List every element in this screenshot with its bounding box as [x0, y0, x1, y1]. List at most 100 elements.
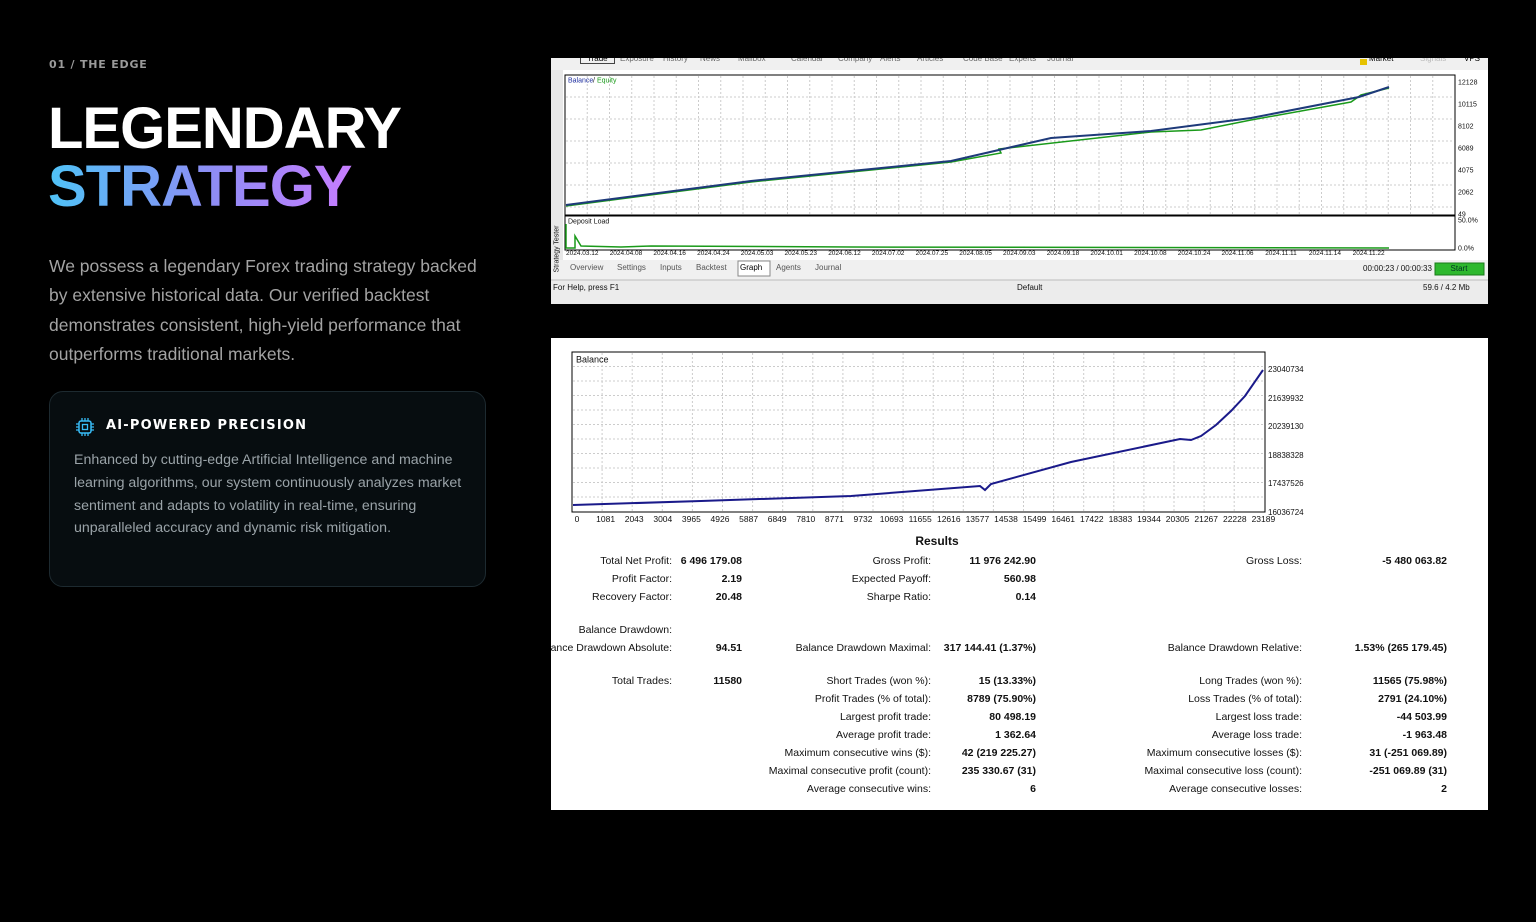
x-tick-label: 12616 — [936, 513, 961, 524]
x-tick-label: 22228 — [1222, 513, 1247, 524]
x-tick-label: 6849 — [767, 513, 787, 524]
result-label: Average profit trade: — [836, 728, 931, 741]
result-label: Average consecutive losses: — [1169, 782, 1302, 795]
result-value: 1 362.64 — [995, 728, 1036, 741]
x-tick-label: 2043 — [624, 513, 644, 524]
result-value: 2791 (24.10%) — [1378, 692, 1447, 705]
result-label: Gross Loss: — [1245, 554, 1302, 567]
result-label: Sharpe Ratio: — [866, 590, 931, 603]
top-tab: Journal — [1047, 58, 1074, 63]
result-value: 20.48 — [715, 590, 742, 603]
result-label: Loss Trades (% of total): — [1188, 692, 1302, 705]
date-label: 2024.10.08 — [1134, 249, 1167, 257]
date-label: 2024.09.03 — [1003, 249, 1036, 257]
result-label: Balance Drawdown Maximal: — [795, 641, 931, 654]
result-label: Balance Drawdown Relative: — [1167, 641, 1302, 654]
top-right-link: VPS — [1464, 58, 1481, 63]
result-value: 31 (-251 069.89) — [1369, 746, 1447, 759]
result-value: 8789 (75.90%) — [967, 692, 1036, 705]
date-label: 2024.11.22 — [1352, 249, 1385, 257]
result-label: Maximal consecutive profit (count): — [768, 764, 931, 777]
x-tick-label: 10693 — [879, 513, 904, 524]
results-title: Results — [915, 534, 959, 548]
date-label: 2024.04.24 — [697, 249, 730, 257]
x-tick-label: 11655 — [908, 513, 932, 524]
result-value: -251 069.89 (31) — [1369, 764, 1447, 777]
side-label: Strategy Tester — [553, 225, 561, 273]
result-value: 1.53% (265 179.45) — [1354, 641, 1447, 654]
y-tick-label: 10115 — [1458, 101, 1477, 109]
x-tick-label: 3965 — [681, 513, 701, 524]
feature-card: AI-POWERED PRECISION Enhanced by cutting… — [49, 391, 486, 587]
result-value: 317 144.41 (1.37%) — [943, 641, 1036, 654]
x-tick-label: 14538 — [994, 513, 1018, 524]
result-label: Largest loss trade: — [1215, 710, 1302, 723]
result-value: 42 (219 225.27) — [961, 746, 1036, 759]
result-label: Maximum consecutive losses ($): — [1146, 746, 1302, 759]
result-value: -44 503.99 — [1396, 710, 1447, 723]
x-tick-label: 0 — [574, 513, 580, 524]
date-label: 2024.08.05 — [959, 249, 992, 257]
tester-screenshot: Trade Exposure History News Mailbox Calendar C… — [551, 58, 1488, 304]
top-tab: Articles — [917, 58, 944, 63]
tester-tab: Inputs — [660, 263, 682, 272]
card-text: Enhanced by cutting-edge Artificial Inte… — [74, 452, 462, 537]
card-title: AI-POWERED PRECISION — [106, 418, 308, 433]
x-tick-label: 13577 — [965, 513, 990, 524]
result-value: 11565 (75.98%) — [1372, 674, 1447, 687]
result-value: -5 480 063.82 — [1382, 554, 1447, 567]
top-tab: Alerts — [880, 58, 901, 63]
top-tab: History — [663, 58, 688, 63]
y-tick-label: 4075 — [1458, 167, 1474, 175]
result-label: Recovery Factor: — [592, 590, 672, 603]
result-value: 11580 — [713, 674, 742, 687]
y-tick-label: 6089 — [1458, 145, 1474, 153]
date-label: 2024.11.11 — [1265, 249, 1297, 257]
top-tab: Company — [838, 58, 873, 63]
result-label: Gross Profit: — [872, 554, 931, 567]
y-tick-label: 2062 — [1458, 189, 1474, 197]
date-label: 2024.04.08 — [609, 249, 643, 257]
result-label: Profit Trades (% of total): — [814, 692, 931, 705]
status-memory: 59.6 / 4.2 Mb — [1423, 283, 1470, 292]
result-label: Short Trades (won %): — [826, 674, 931, 687]
result-value: 2 — [1441, 782, 1447, 795]
x-tick-label: 16461 — [1051, 513, 1076, 524]
date-label: 2024.03.12 — [566, 249, 599, 257]
y-tick-label: 12128 — [1458, 79, 1478, 87]
x-tick-label: 9732 — [853, 513, 873, 524]
result-label: Total Net Profit: — [600, 554, 672, 567]
tester-tab: Overview — [570, 263, 604, 272]
result-label: Total Trades: — [611, 674, 672, 687]
x-tick-label: 18383 — [1108, 513, 1133, 524]
status-help: For Help, press F1 — [553, 283, 620, 292]
chip-icon — [76, 418, 94, 436]
y-tick-label: 8102 — [1458, 123, 1474, 131]
tester-tab: Graph — [740, 263, 763, 272]
report-graphics — [571, 351, 1266, 513]
top-tab: Experts — [1009, 58, 1037, 63]
y-tick-label: 20239130 — [1268, 422, 1304, 432]
date-label: 2024.07.02 — [871, 249, 905, 257]
result-value: 560.98 — [1003, 572, 1036, 585]
y-tick-label: 21639932 — [1268, 393, 1304, 403]
status-profile: Default — [1017, 283, 1043, 292]
result-label: Average loss trade: — [1211, 728, 1302, 741]
date-label: 2024.09.18 — [1046, 249, 1080, 257]
result-value: 0.14 — [1015, 590, 1036, 603]
title-line: LEGENDARY — [48, 96, 402, 161]
y-tick-label: 23040734 — [1268, 365, 1304, 374]
top-tab: News — [700, 58, 721, 63]
x-tick-label: 23189 — [1251, 513, 1276, 524]
x-tick-label: 8771 — [824, 513, 844, 524]
date-label: 2024.10.24 — [1177, 249, 1211, 257]
date-label: 2024.05.03 — [740, 249, 774, 257]
top-tab: Code Base — [963, 58, 1003, 63]
x-tick-label: 3004 — [653, 513, 673, 524]
result-label: Profit Factor: — [611, 572, 672, 585]
y-tick-label: 17437526 — [1268, 479, 1304, 489]
report-screenshot: Balance 23040734 21639932 20239130 18838328 1… — [551, 338, 1488, 810]
deposit-label: Deposit Load — [568, 218, 610, 226]
x-tick-label: 17422 — [1079, 513, 1104, 524]
